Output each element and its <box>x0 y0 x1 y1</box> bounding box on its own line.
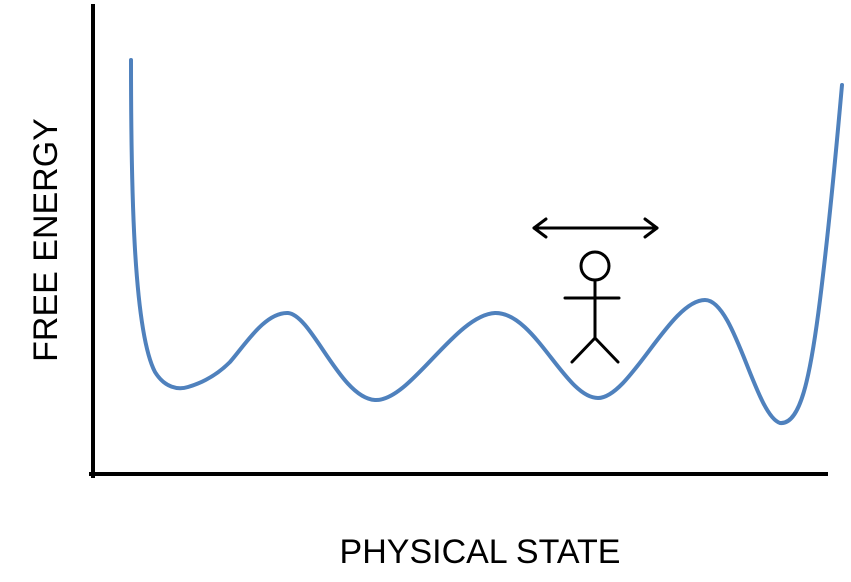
axes <box>89 4 828 478</box>
y-axis-label: FREE ENERGY <box>27 118 65 362</box>
free-energy-curve <box>129 58 844 425</box>
stick-figure-icon <box>563 250 621 364</box>
stick-figure-right-leg <box>593 336 620 364</box>
stick-figure-head <box>579 250 611 282</box>
stick-figure-left-leg <box>570 336 597 364</box>
x-axis-label: PHYSICAL STATE <box>340 533 621 571</box>
double-headed-arrow-icon <box>532 217 659 239</box>
